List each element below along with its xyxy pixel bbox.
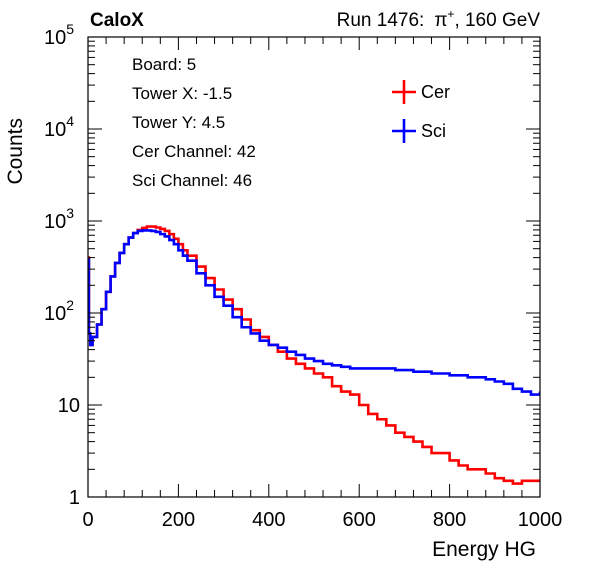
y-tick-label-exponent: 4 [66, 113, 74, 129]
y-tick-label-exponent: 3 [66, 205, 74, 221]
legend-entry-cer: Cer [392, 80, 450, 104]
y-tick-label-base: 10 [44, 119, 66, 141]
brand-label: CaloX [90, 10, 144, 31]
info-line: Sci Channel: 46 [132, 171, 252, 190]
info-box [112, 45, 360, 197]
particle-charge: + [447, 7, 454, 21]
info-line: Cer Channel: 42 [132, 142, 256, 161]
x-tick-label: 600 [343, 509, 376, 531]
info-line: Board: 5 [132, 55, 196, 74]
y-tick-label-base: 10 [44, 27, 66, 49]
y-tick-label: 105 [44, 21, 74, 49]
run-label: Run 1476: π+, 160 GeV [337, 7, 541, 31]
legend-label-cer: Cer [421, 82, 450, 102]
y-tick-label: 102 [44, 297, 74, 325]
series-line-sci [88, 229, 540, 396]
x-tick-label: 1000 [518, 509, 563, 531]
y-tick-label: 104 [44, 113, 74, 141]
y-tick-label: 10 [58, 395, 80, 417]
info-line: Tower X: -1.5 [132, 84, 232, 103]
beam-energy: , 160 GeV [454, 10, 540, 31]
y-tick-label-base: 10 [44, 211, 66, 233]
x-axis: 0 200 400 600 800 1000 [82, 37, 562, 531]
run-number: Run 1476: [337, 10, 425, 31]
plot-frame [87, 36, 541, 498]
particle-symbol: π [434, 10, 447, 31]
x-tick-label: 800 [433, 509, 466, 531]
legend: Cer Sci [392, 80, 450, 143]
info-line: Tower Y: 4.5 [132, 113, 225, 132]
x-tick-label: 200 [162, 509, 195, 531]
x-tick-label: 400 [252, 509, 285, 531]
y-tick-label-exponent: 2 [66, 297, 74, 313]
y-tick-label-base: 10 [44, 303, 66, 325]
legend-label-sci: Sci [421, 121, 446, 141]
y-axis-title: Counts [4, 118, 27, 185]
x-axis-title: Energy HG [432, 538, 536, 561]
x-tick-label: 0 [82, 509, 93, 531]
y-tick-label-exponent: 5 [66, 21, 74, 37]
y-tick-label: 103 [44, 205, 74, 233]
legend-entry-sci: Sci [392, 119, 446, 143]
y-tick-label: 1 [69, 487, 80, 509]
